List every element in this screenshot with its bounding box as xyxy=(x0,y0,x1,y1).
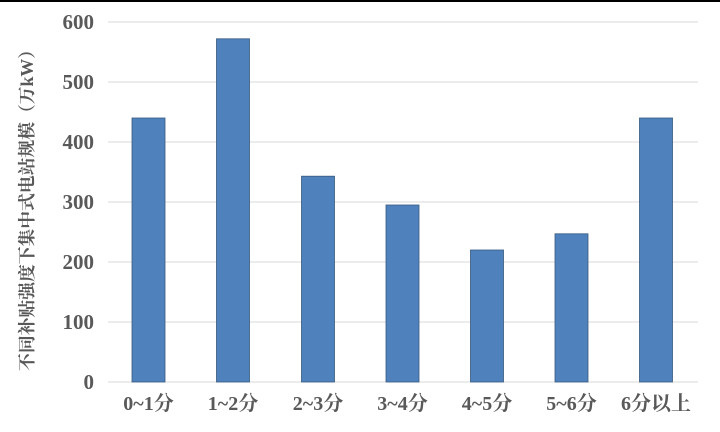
svg-text:不同补贴强度下集中式电站规模（万kW）: 不同补贴强度下集中式电站规模（万kW） xyxy=(16,41,37,371)
svg-text:300: 300 xyxy=(63,190,95,214)
svg-text:400: 400 xyxy=(63,130,95,154)
svg-text:0: 0 xyxy=(84,370,95,394)
svg-text:3~4分: 3~4分 xyxy=(377,391,427,415)
svg-text:4~5分: 4~5分 xyxy=(462,391,512,415)
svg-text:6分以上: 6分以上 xyxy=(621,391,691,415)
svg-text:500: 500 xyxy=(63,70,95,94)
svg-text:600: 600 xyxy=(63,10,95,34)
svg-text:0~1分: 0~1分 xyxy=(123,391,173,415)
svg-text:200: 200 xyxy=(63,250,95,274)
svg-text:5~6分: 5~6分 xyxy=(546,391,596,415)
svg-text:1~2分: 1~2分 xyxy=(208,391,258,415)
svg-text:2~3分: 2~3分 xyxy=(293,391,343,415)
svg-text:100: 100 xyxy=(63,310,95,334)
